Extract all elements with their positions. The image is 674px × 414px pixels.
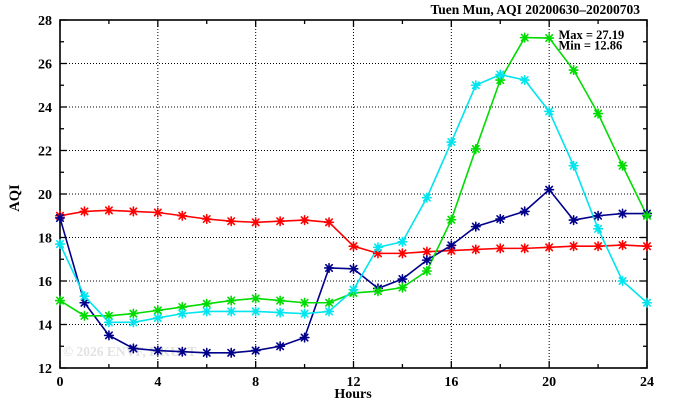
svg-text:24: 24 bbox=[38, 101, 52, 116]
svg-text:20: 20 bbox=[38, 188, 52, 203]
svg-text:16: 16 bbox=[444, 375, 458, 390]
svg-text:AQI: AQI bbox=[7, 184, 23, 212]
svg-text:12: 12 bbox=[347, 375, 361, 390]
svg-text:0: 0 bbox=[57, 375, 64, 390]
svg-text:Tuen Mun, AQI 20200630–2020070: Tuen Mun, AQI 20200630–20200703 bbox=[430, 2, 640, 17]
svg-text:12: 12 bbox=[38, 362, 52, 377]
svg-text:Min = 12.86: Min = 12.86 bbox=[559, 39, 623, 53]
svg-text:18: 18 bbox=[38, 232, 52, 247]
svg-text:26: 26 bbox=[38, 58, 52, 73]
svg-text:20: 20 bbox=[542, 375, 556, 390]
svg-text:22: 22 bbox=[38, 145, 52, 160]
svg-text:24: 24 bbox=[640, 375, 654, 390]
svg-text:4: 4 bbox=[154, 375, 161, 390]
svg-text:16: 16 bbox=[38, 275, 52, 290]
svg-text:8: 8 bbox=[252, 375, 259, 390]
svg-text:28: 28 bbox=[38, 14, 52, 29]
svg-text:14: 14 bbox=[38, 319, 52, 334]
